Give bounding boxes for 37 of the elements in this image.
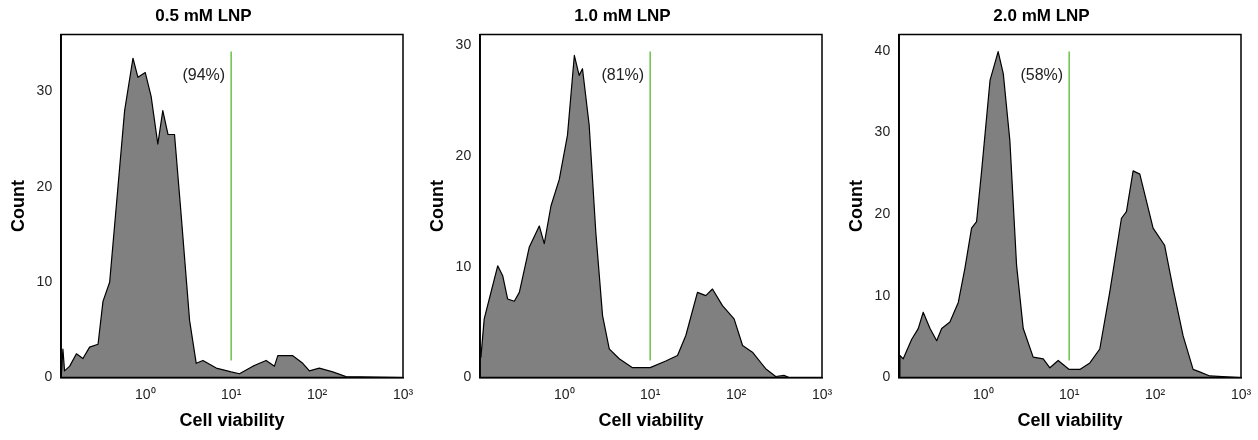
x-axis-title: Cell viability bbox=[1017, 410, 1123, 431]
x-tick-label: 10¹ bbox=[640, 385, 661, 402]
chart-title: 1.0 mM LNP bbox=[574, 5, 671, 25]
x-tick-label: 10⁰ bbox=[134, 385, 156, 402]
y-tick-label: 0 bbox=[44, 368, 53, 385]
y-tick-label: 30 bbox=[874, 123, 891, 140]
annotation: (58%) bbox=[1020, 65, 1064, 83]
x-tick-label: 10¹ bbox=[1059, 385, 1080, 402]
y-tick-label: 30 bbox=[36, 82, 53, 99]
x-tick-label: 10² bbox=[306, 385, 328, 402]
x-tick-label: 10² bbox=[725, 385, 747, 402]
y-tick-label: 0 bbox=[882, 368, 891, 385]
annotation: (81%) bbox=[601, 65, 645, 83]
x-tick-label: 10⁰ bbox=[553, 385, 575, 402]
x-tick-label: 10³ bbox=[1230, 385, 1252, 402]
annotation: (94%) bbox=[182, 65, 226, 83]
x-tick-label: 10⁰ bbox=[972, 385, 994, 402]
y-axis-title: Count bbox=[426, 180, 447, 232]
y-tick-label: 10 bbox=[36, 273, 53, 290]
y-tick-label: 20 bbox=[874, 205, 891, 222]
y-tick-label: 30 bbox=[455, 36, 472, 53]
y-tick-label: 10 bbox=[874, 286, 891, 303]
x-axis-title: Cell viability bbox=[598, 410, 704, 431]
y-tick-label: 10 bbox=[455, 257, 472, 274]
y-tick-label: 20 bbox=[455, 147, 472, 164]
x-tick-label: 10¹ bbox=[221, 385, 242, 402]
chart-title: 0.5 mM LNP bbox=[155, 5, 252, 25]
y-axis-title: Count bbox=[7, 180, 28, 232]
chart-title: 2.0 mM LNP bbox=[993, 5, 1090, 25]
y-axis-title: Count bbox=[845, 180, 866, 232]
y-tick-label: 20 bbox=[36, 177, 53, 194]
x-tick-label: 10³ bbox=[811, 385, 833, 402]
x-axis-title: Cell viability bbox=[179, 410, 285, 431]
y-tick-label: 0 bbox=[463, 368, 472, 385]
y-tick-label: 40 bbox=[874, 41, 891, 58]
x-tick-label: 10³ bbox=[392, 385, 414, 402]
x-tick-label: 10² bbox=[1144, 385, 1166, 402]
